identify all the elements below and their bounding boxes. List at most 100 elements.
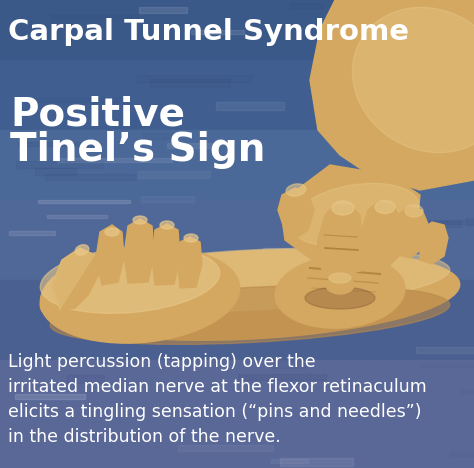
Ellipse shape (291, 183, 419, 247)
Text: Tinel’s Sign: Tinel’s Sign (10, 131, 265, 169)
Bar (112, 120, 146, 126)
Ellipse shape (405, 205, 423, 217)
Polygon shape (310, 0, 474, 190)
Ellipse shape (50, 285, 450, 344)
Ellipse shape (375, 200, 395, 213)
Bar (139, 7, 187, 13)
Bar (221, 254, 276, 259)
Bar (354, 253, 437, 260)
Polygon shape (178, 237, 202, 288)
Ellipse shape (184, 234, 198, 242)
Bar (102, 292, 140, 294)
Bar (150, 79, 230, 87)
Text: in the distribution of the nerve.: in the distribution of the nerve. (8, 428, 281, 446)
Bar (99, 253, 191, 257)
Bar (271, 360, 305, 368)
Bar (419, 88, 474, 95)
Bar (290, 3, 322, 8)
Bar (141, 197, 193, 202)
Text: elicits a tingling sensation (“pins and needles”): elicits a tingling sensation (“pins and … (8, 403, 421, 421)
Ellipse shape (275, 256, 405, 328)
Bar (245, 307, 314, 314)
Ellipse shape (40, 247, 240, 343)
Bar (137, 75, 251, 82)
Text: Positive: Positive (10, 96, 185, 134)
Bar (57, 158, 172, 162)
Bar (238, 373, 326, 380)
Bar (118, 257, 213, 263)
Bar (263, 248, 315, 250)
Bar (467, 113, 474, 120)
Polygon shape (124, 219, 154, 283)
Polygon shape (392, 207, 428, 258)
Bar (328, 181, 442, 184)
Bar (312, 266, 350, 270)
Ellipse shape (75, 245, 89, 255)
Bar (9, 231, 55, 235)
Bar (38, 200, 130, 203)
Bar (66, 283, 145, 286)
Bar (0, 200, 474, 280)
Polygon shape (316, 205, 362, 285)
Bar (280, 458, 354, 466)
Bar (420, 365, 474, 367)
Bar (18, 142, 97, 146)
Polygon shape (96, 225, 124, 285)
Bar (0, 0, 474, 60)
Bar (0, 280, 474, 360)
Ellipse shape (286, 184, 306, 196)
Ellipse shape (50, 248, 450, 312)
Bar (104, 333, 207, 337)
Bar (420, 221, 461, 227)
Bar (217, 102, 284, 110)
Bar (35, 168, 75, 175)
Bar (420, 13, 474, 18)
Ellipse shape (332, 201, 354, 215)
Polygon shape (52, 248, 95, 310)
Bar (76, 257, 168, 263)
Bar (51, 15, 138, 19)
Bar (238, 270, 312, 273)
Bar (381, 220, 474, 225)
Ellipse shape (40, 247, 220, 313)
Bar (450, 452, 474, 456)
Polygon shape (52, 248, 100, 310)
Bar (460, 389, 474, 393)
Bar (0, 130, 474, 200)
Bar (0, 360, 474, 468)
Bar (416, 347, 474, 353)
Bar (143, 133, 176, 139)
Ellipse shape (160, 221, 174, 229)
Text: Carpal Tunnel Syndrome: Carpal Tunnel Syndrome (8, 18, 409, 46)
Bar (317, 272, 381, 279)
Ellipse shape (329, 273, 351, 283)
Bar (466, 219, 474, 225)
Text: irritated median nerve at the flexor retinaculum: irritated median nerve at the flexor ret… (8, 378, 427, 396)
Bar (45, 174, 136, 180)
Ellipse shape (105, 228, 119, 236)
Bar (437, 41, 474, 44)
Bar (114, 320, 199, 327)
Bar (396, 150, 443, 153)
Polygon shape (282, 165, 420, 272)
Bar (0, 60, 474, 130)
Ellipse shape (326, 276, 354, 294)
Bar (332, 65, 374, 73)
Text: Light percussion (tapping) over the: Light percussion (tapping) over the (8, 353, 316, 371)
Ellipse shape (40, 250, 460, 340)
Bar (16, 161, 103, 168)
Bar (123, 310, 181, 315)
Bar (425, 149, 465, 152)
Ellipse shape (352, 7, 474, 153)
Polygon shape (278, 188, 314, 238)
Bar (15, 394, 85, 399)
Polygon shape (420, 222, 448, 264)
Ellipse shape (305, 287, 375, 309)
Bar (178, 445, 273, 451)
Bar (33, 98, 124, 102)
Bar (47, 215, 108, 218)
Bar (167, 143, 212, 148)
Ellipse shape (133, 216, 147, 224)
Bar (138, 171, 210, 178)
Bar (67, 375, 103, 383)
